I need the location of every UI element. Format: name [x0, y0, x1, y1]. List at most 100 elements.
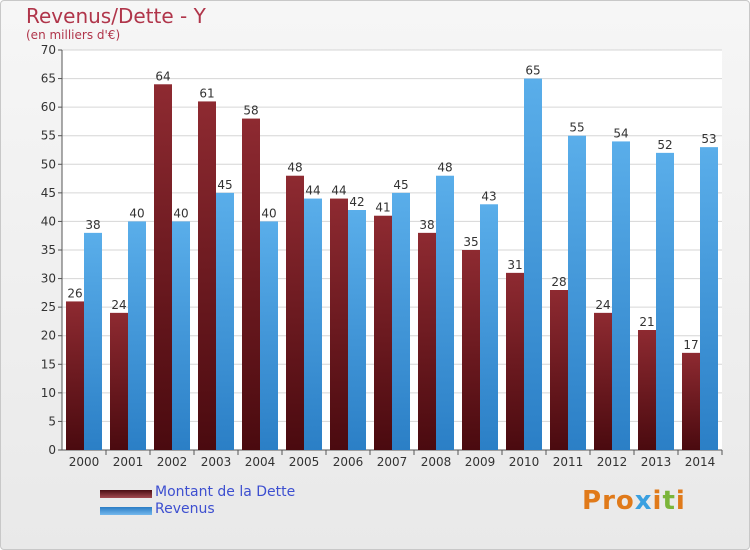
bar-revenus	[128, 221, 146, 450]
data-label-dette: 44	[331, 184, 346, 198]
x-tick-label: 2009	[465, 455, 496, 469]
data-label-revenus: 44	[305, 184, 320, 198]
data-label-revenus: 48	[437, 161, 452, 175]
data-label-revenus: 53	[701, 132, 716, 146]
bar-revenus	[436, 175, 454, 450]
x-tick-label: 2013	[641, 455, 672, 469]
bar-dette	[462, 250, 480, 450]
bar-dette	[638, 330, 656, 450]
y-tick-label: 40	[41, 214, 56, 228]
data-label-revenus: 38	[85, 218, 100, 232]
data-label-dette: 17	[683, 338, 698, 352]
data-label-revenus: 43	[481, 189, 496, 203]
data-label-dette: 26	[67, 286, 82, 300]
data-label-revenus: 45	[217, 178, 232, 192]
bar-dette	[506, 272, 524, 450]
x-tick-label: 2001	[113, 455, 144, 469]
bar-revenus	[304, 198, 322, 450]
bar-dette	[550, 290, 568, 450]
data-label-dette: 38	[419, 218, 434, 232]
bar-dette	[242, 118, 260, 451]
y-tick-label: 0	[48, 443, 56, 457]
y-tick-label: 30	[41, 272, 56, 286]
bar-revenus	[700, 147, 718, 450]
bar-revenus	[172, 221, 190, 450]
data-label-revenus: 40	[261, 206, 276, 220]
logo-letter: o	[615, 486, 635, 516]
data-label-revenus: 40	[173, 206, 188, 220]
data-label-dette: 24	[111, 298, 126, 312]
y-tick-label: 70	[41, 43, 56, 57]
logo-letter: i	[675, 486, 686, 516]
data-label-dette: 35	[463, 235, 478, 249]
y-tick-label: 15	[41, 357, 56, 371]
data-label-revenus: 54	[613, 126, 628, 140]
y-tick-label: 25	[41, 300, 56, 314]
x-tick-label: 2004	[245, 455, 276, 469]
bar-dette	[154, 84, 172, 451]
data-label-revenus: 45	[393, 178, 408, 192]
x-tick-label: 2000	[69, 455, 100, 469]
y-tick-label: 60	[41, 100, 56, 114]
data-label-dette: 64	[155, 69, 170, 83]
legend-label-revenus: Revenus	[155, 501, 215, 517]
data-label-dette: 48	[287, 161, 302, 175]
x-tick-label: 2011	[553, 455, 584, 469]
bar-dette	[330, 198, 348, 450]
x-tick-label: 2007	[377, 455, 408, 469]
x-tick-label: 2005	[289, 455, 320, 469]
logo-letter: P	[582, 486, 603, 516]
legend-swatch-revenus	[100, 507, 152, 515]
data-label-dette: 41	[375, 201, 390, 215]
logo-letter: r	[602, 486, 616, 516]
bar-revenus	[84, 232, 102, 450]
y-tick-label: 65	[41, 72, 56, 86]
data-label-revenus: 52	[657, 138, 672, 152]
data-label-dette: 61	[199, 86, 214, 100]
data-label-dette: 21	[639, 315, 654, 329]
x-tick-label: 2006	[333, 455, 364, 469]
proxiti-logo: Proxiti	[582, 486, 686, 516]
y-tick-label: 55	[41, 129, 56, 143]
bar-dette	[286, 175, 304, 450]
data-label-revenus: 42	[349, 195, 364, 209]
bar-revenus	[348, 210, 366, 450]
logo-letter: t	[662, 486, 676, 516]
x-tick-label: 2010	[509, 455, 540, 469]
y-tick-label: 50	[41, 157, 56, 171]
bar-revenus	[568, 135, 586, 450]
data-label-revenus: 40	[129, 206, 144, 220]
x-tick-label: 2003	[201, 455, 232, 469]
chart-subtitle: (en milliers d'€)	[26, 28, 121, 42]
bar-dette	[198, 101, 216, 450]
y-tick-label: 35	[41, 243, 56, 257]
legend-swatch-dette	[100, 490, 152, 498]
x-tick-label: 2002	[157, 455, 188, 469]
bar-revenus	[216, 192, 234, 450]
legend-label-dette: Montant de la Dette	[155, 484, 296, 500]
data-label-revenus: 55	[569, 121, 584, 135]
bar-dette	[682, 352, 700, 450]
y-tick-label: 10	[41, 386, 56, 400]
data-label-revenus: 65	[525, 64, 540, 78]
bar-revenus	[656, 152, 674, 450]
data-label-dette: 31	[507, 258, 522, 272]
data-label-dette: 28	[551, 275, 566, 289]
bar-revenus	[392, 192, 410, 450]
bar-dette	[594, 312, 612, 450]
bar-dette	[66, 301, 84, 450]
logo-letter: i	[652, 486, 663, 516]
data-label-dette: 58	[243, 104, 258, 118]
x-tick-label: 2014	[685, 455, 716, 469]
logo-letter: x	[634, 486, 653, 516]
bar-dette	[374, 215, 392, 450]
x-tick-label: 2008	[421, 455, 452, 469]
y-tick-label: 45	[41, 186, 56, 200]
y-tick-label: 5	[48, 414, 56, 428]
bar-revenus	[260, 221, 278, 450]
bar-dette	[110, 312, 128, 450]
x-tick-label: 2012	[597, 455, 628, 469]
data-label-dette: 24	[595, 298, 610, 312]
bar-revenus	[612, 141, 630, 450]
